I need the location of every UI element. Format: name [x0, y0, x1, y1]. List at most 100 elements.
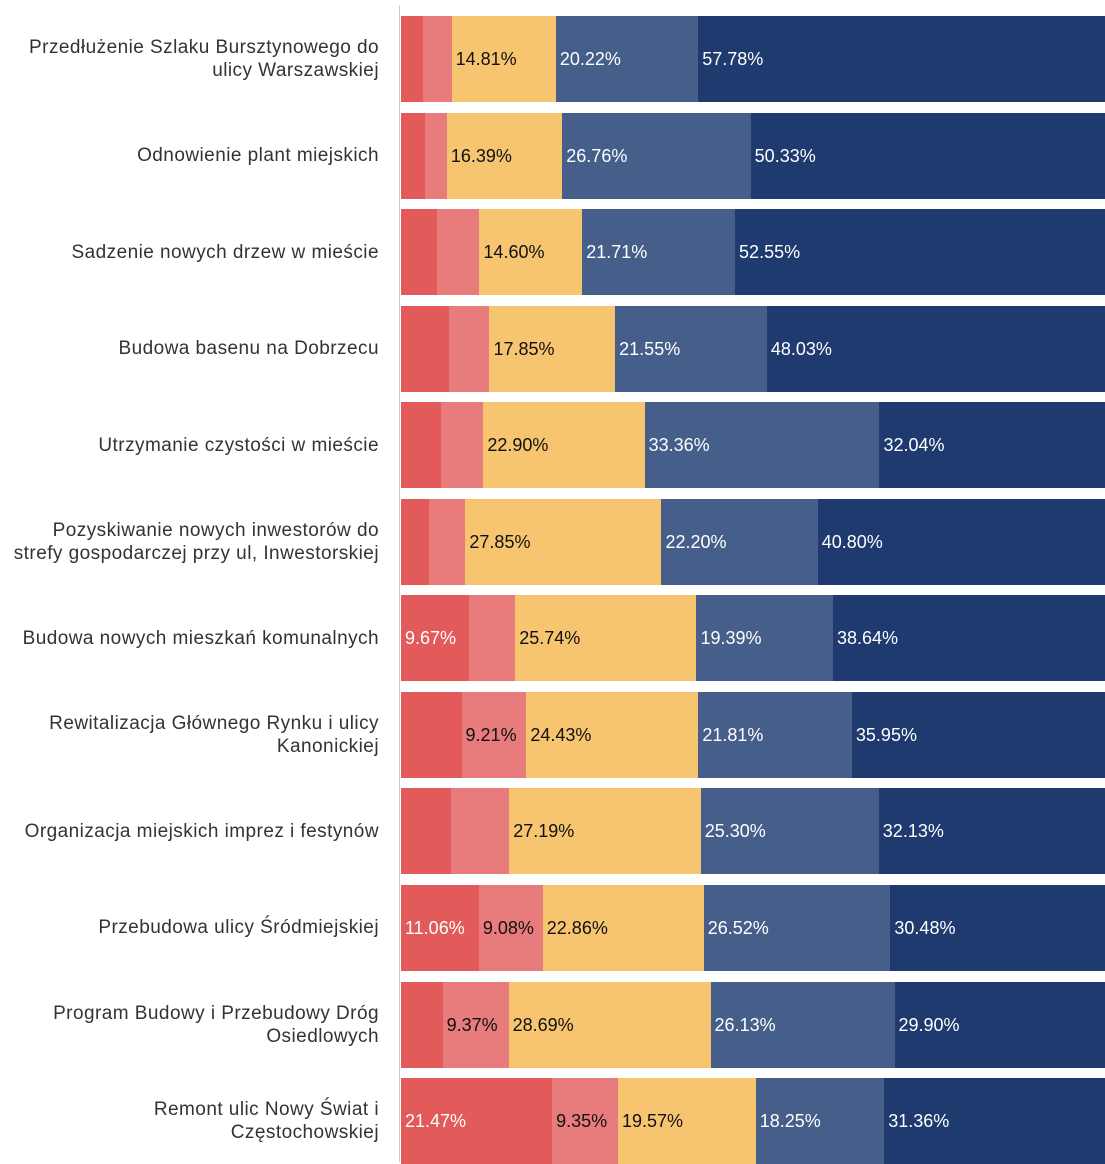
- bar-segment: [469, 595, 516, 682]
- bar-segment: [479, 209, 583, 296]
- data-label: 14.60%: [483, 242, 545, 263]
- bar-segment: [401, 402, 442, 489]
- data-label: 48.03%: [770, 338, 832, 359]
- data-label: 24.43%: [530, 724, 592, 745]
- bar-segment: [436, 209, 480, 296]
- bar-segment: [422, 16, 452, 102]
- bar-segment: [401, 788, 451, 875]
- bar-segment: [401, 498, 430, 585]
- data-label: 21.71%: [586, 242, 648, 263]
- data-label: 22.90%: [487, 435, 549, 456]
- bar-segment: [450, 788, 510, 875]
- data-label: 26.76%: [566, 145, 628, 166]
- data-label: 27.19%: [513, 821, 575, 842]
- bar-segment: [401, 16, 423, 102]
- bar-segment: [879, 402, 1105, 489]
- data-label: 30.48%: [894, 917, 956, 938]
- bar-segment: [710, 981, 895, 1068]
- bar-segment: [401, 691, 462, 778]
- bar-segment: [890, 884, 1105, 971]
- bar-segment: [851, 691, 1105, 778]
- data-label: 17.85%: [493, 338, 555, 359]
- bar-segment: [429, 498, 466, 585]
- bar-segment: [461, 691, 527, 778]
- data-label: 20.22%: [559, 49, 621, 69]
- category-label: Sadzenie nowych drzew w mieście: [71, 241, 379, 263]
- category-label: Odnowienie plant miejskich: [137, 145, 379, 167]
- category-label: Budowa nowych mieszkań komunalnych: [22, 627, 379, 649]
- data-label: 25.30%: [704, 821, 766, 842]
- data-label: 57.78%: [702, 49, 764, 69]
- data-label: 16.39%: [450, 145, 512, 166]
- category-label: Remont ulic Nowy Świat i Częstochowskiej: [153, 1099, 379, 1144]
- bar-segment: [661, 498, 818, 585]
- bar-segment: [478, 884, 543, 971]
- bar-segment: [615, 305, 767, 392]
- bar-segment: [542, 884, 704, 971]
- bar-segment: [424, 112, 447, 199]
- bar-segment: [508, 981, 711, 1068]
- bar-segment: [509, 788, 701, 875]
- category-label: Rewitalizacja Głównego Rynku i ulicy Kan…: [49, 712, 379, 757]
- data-label: 22.20%: [665, 531, 727, 552]
- data-label: 11.06%: [405, 917, 465, 938]
- category-label: Budowa basenu na Dobrzecu: [118, 338, 379, 360]
- data-label: 9.67%: [405, 628, 457, 649]
- bar-segment: [448, 305, 490, 392]
- bar-segment: [401, 595, 470, 682]
- bar-segment: [489, 305, 616, 392]
- bar-segment: [700, 788, 879, 875]
- data-label: 29.90%: [898, 1014, 960, 1035]
- bar-segment: [526, 691, 699, 778]
- category-label: Utrzymanie czystości w mieście: [98, 434, 379, 456]
- category-label: Przebudowa ulicy Śródmiejskiej: [98, 917, 379, 939]
- bar-segment: [817, 498, 1105, 585]
- bar-segment: [832, 595, 1105, 682]
- bar-segment: [465, 498, 662, 585]
- bar-segment: [401, 112, 425, 199]
- bar-segment: [552, 1078, 618, 1164]
- bar-segment: [441, 402, 484, 489]
- data-label: 28.69%: [512, 1014, 574, 1035]
- y-axis-line: [399, 5, 400, 1162]
- bar-segment: [401, 209, 437, 296]
- data-label: 31.36%: [888, 1111, 950, 1132]
- data-label: 26.13%: [714, 1014, 776, 1035]
- data-label: 21.47%: [405, 1111, 467, 1132]
- data-label: 38.64%: [836, 628, 899, 649]
- bar-segment: [515, 595, 697, 682]
- category-label: Program Budowy i Przebudowy Dróg Osiedlo…: [53, 1002, 379, 1047]
- data-label: 9.08%: [482, 917, 534, 938]
- bar-segment: [750, 112, 1105, 199]
- bar-segment: [766, 305, 1105, 392]
- data-label: 9.37%: [446, 1014, 498, 1035]
- data-label: 32.13%: [882, 821, 944, 842]
- data-label: 33.36%: [648, 435, 710, 456]
- bar-segment: [401, 884, 479, 971]
- bar-segment: [582, 209, 736, 296]
- bar-segment: [442, 981, 509, 1068]
- bar-segment: [617, 1078, 756, 1164]
- bar-segment: [562, 112, 751, 199]
- data-label: 19.39%: [700, 628, 762, 649]
- bar-segment: [698, 691, 852, 778]
- bar-segment: [878, 788, 1105, 875]
- bar-segment: [446, 112, 563, 199]
- data-label: 18.25%: [759, 1111, 821, 1132]
- data-label: 21.55%: [619, 338, 681, 359]
- bar-segment: [401, 1078, 553, 1164]
- bar-segment: [696, 595, 833, 682]
- bar-segment: [555, 16, 699, 102]
- category-label: Przedłużenie Szlaku Bursztynowego do uli…: [29, 37, 379, 81]
- data-label: 50.33%: [754, 145, 816, 166]
- bar-segment: [401, 981, 443, 1068]
- data-label: 27.85%: [469, 531, 531, 552]
- data-label: 19.57%: [621, 1111, 684, 1132]
- data-label: 40.80%: [821, 531, 883, 552]
- data-label: 52.55%: [739, 242, 801, 263]
- bar-segment: [884, 1078, 1105, 1164]
- bar-segment: [451, 16, 556, 102]
- data-label: 26.52%: [707, 917, 769, 938]
- bar-segment: [755, 1078, 885, 1164]
